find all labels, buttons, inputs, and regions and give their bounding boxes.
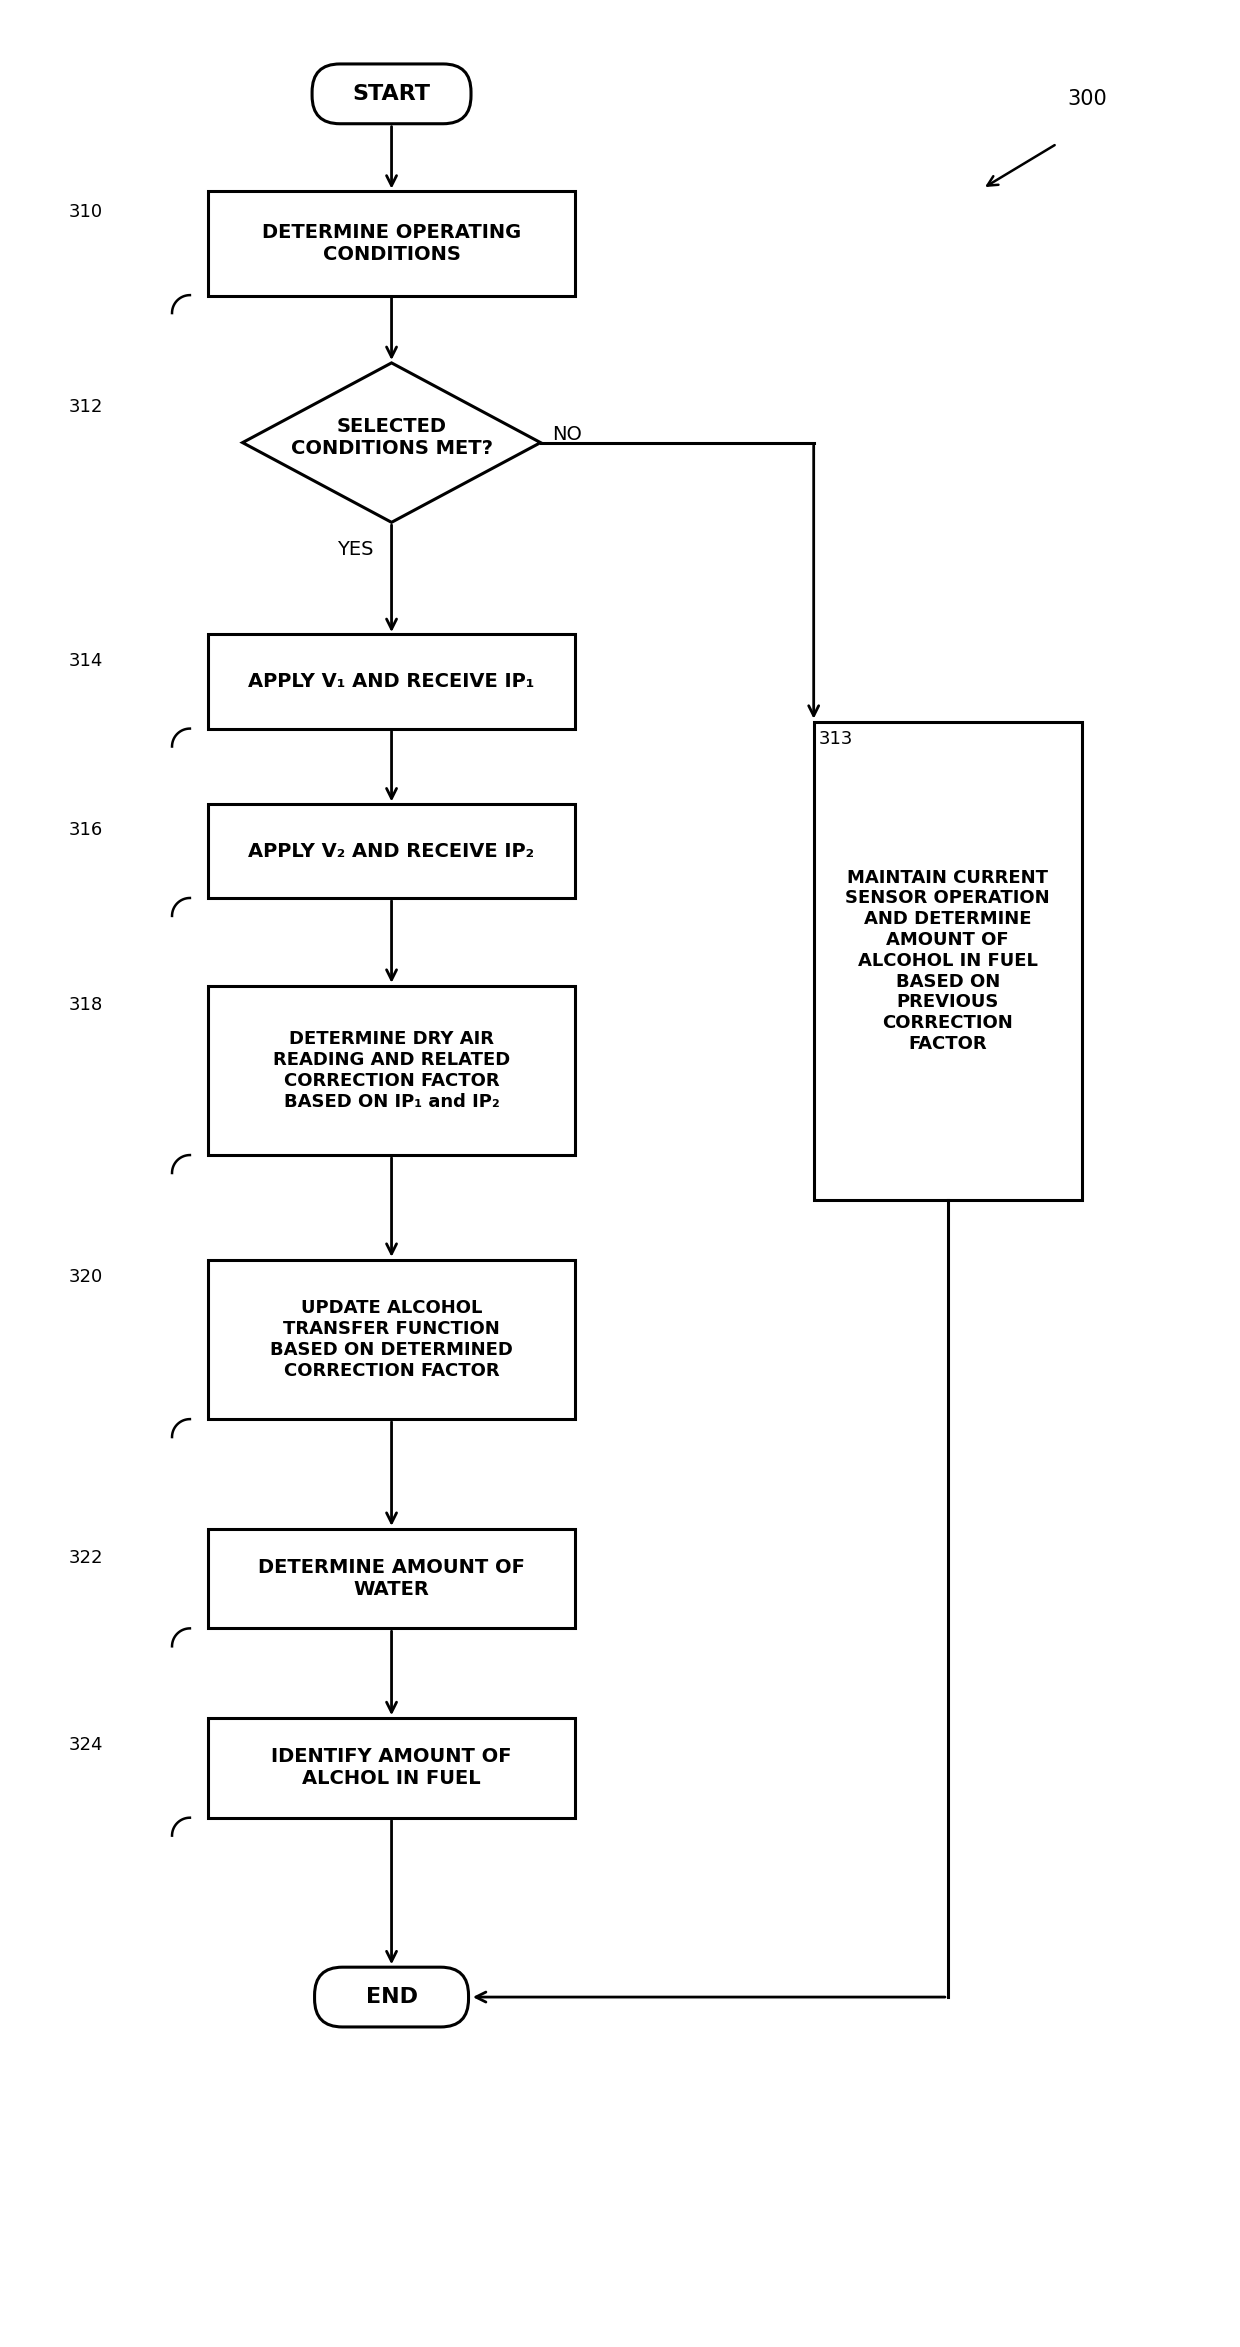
- FancyBboxPatch shape: [312, 63, 471, 124]
- Bar: [208, 634, 575, 730]
- Bar: [813, 721, 1081, 1199]
- Text: APPLY V₂ AND RECEIVE IP₂: APPLY V₂ AND RECEIVE IP₂: [248, 843, 534, 861]
- Text: 322: 322: [68, 1549, 103, 1568]
- Bar: [208, 1528, 575, 1629]
- Bar: [208, 803, 575, 899]
- Text: DETERMINE AMOUNT OF
WATER: DETERMINE AMOUNT OF WATER: [258, 1558, 525, 1598]
- Text: IDENTIFY AMOUNT OF
ALCHOL IN FUEL: IDENTIFY AMOUNT OF ALCHOL IN FUEL: [272, 1749, 512, 1788]
- Text: APPLY V₁ AND RECEIVE IP₁: APPLY V₁ AND RECEIVE IP₁: [248, 671, 534, 692]
- Bar: [208, 190, 575, 296]
- Text: 314: 314: [68, 652, 103, 669]
- Text: MAINTAIN CURRENT
SENSOR OPERATION
AND DETERMINE
AMOUNT OF
ALCOHOL IN FUEL
BASED : MAINTAIN CURRENT SENSOR OPERATION AND DE…: [846, 868, 1050, 1054]
- Text: 300: 300: [1066, 89, 1107, 108]
- Text: 310: 310: [68, 204, 103, 221]
- Text: SELECTED
CONDITIONS MET?: SELECTED CONDITIONS MET?: [290, 418, 492, 458]
- Text: 313: 313: [818, 730, 853, 749]
- Text: DETERMINE DRY AIR
READING AND RELATED
CORRECTION FACTOR
BASED ON IP₁ and IP₂: DETERMINE DRY AIR READING AND RELATED CO…: [273, 1030, 510, 1110]
- FancyBboxPatch shape: [315, 1967, 469, 2028]
- Bar: [208, 986, 575, 1155]
- Text: 318: 318: [68, 995, 103, 1014]
- Text: END: END: [366, 1988, 418, 2007]
- Bar: [208, 1260, 575, 1420]
- Text: YES: YES: [337, 540, 373, 559]
- Bar: [208, 1718, 575, 1817]
- Text: START: START: [352, 84, 430, 103]
- Text: 324: 324: [68, 1737, 103, 1753]
- Text: 312: 312: [68, 397, 103, 415]
- Text: 320: 320: [68, 1267, 103, 1286]
- Text: 316: 316: [68, 821, 103, 840]
- Text: DETERMINE OPERATING
CONDITIONS: DETERMINE OPERATING CONDITIONS: [262, 223, 521, 263]
- Text: UPDATE ALCOHOL
TRANSFER FUNCTION
BASED ON DETERMINED
CORRECTION FACTOR: UPDATE ALCOHOL TRANSFER FUNCTION BASED O…: [270, 1300, 513, 1380]
- Text: NO: NO: [553, 425, 583, 444]
- Polygon shape: [243, 364, 541, 523]
